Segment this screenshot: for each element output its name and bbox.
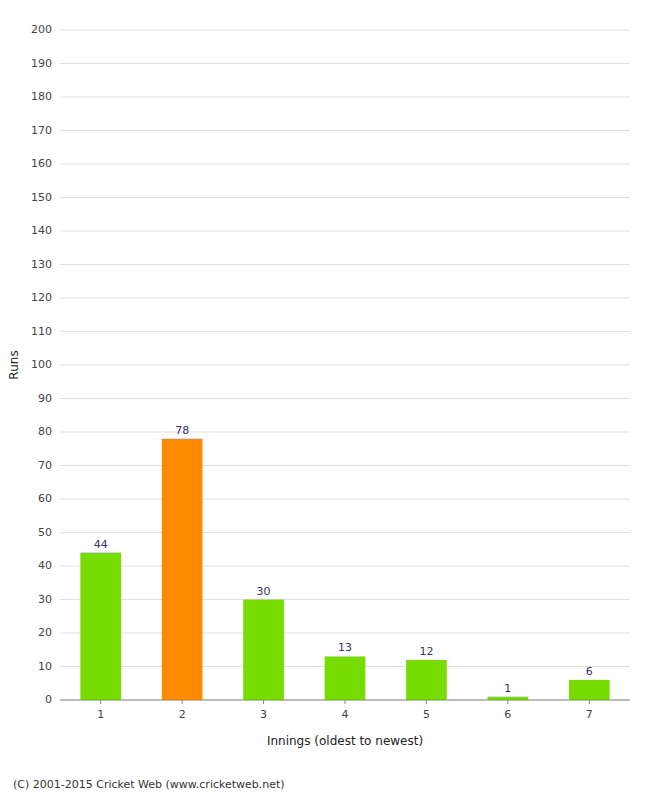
x-tick — [182, 700, 183, 704]
y-tick-label: 50 — [38, 526, 52, 539]
x-tick — [507, 700, 508, 704]
grid-line — [60, 432, 630, 433]
y-tick-label: 130 — [31, 258, 52, 271]
data-label: 44 — [94, 538, 108, 551]
x-tick — [100, 700, 101, 704]
x-tick-label: 7 — [586, 708, 593, 721]
bar — [406, 660, 447, 700]
data-label: 6 — [586, 665, 593, 678]
y-tick-label: 90 — [38, 392, 52, 405]
grid-line — [60, 599, 630, 600]
x-tick-label: 5 — [423, 708, 430, 721]
x-tick — [345, 700, 346, 704]
x-axis: 1 2 3 4 5 6 7 — [60, 700, 630, 721]
data-label: 1 — [504, 682, 511, 695]
x-tick-label: 2 — [179, 708, 186, 721]
grid-line — [60, 197, 630, 198]
grid-line — [60, 63, 630, 64]
data-label: 78 — [175, 424, 189, 437]
grid-line — [60, 465, 630, 466]
y-tick-label: 80 — [38, 425, 52, 438]
grid-line — [60, 97, 630, 98]
y-tick-label: 140 — [31, 224, 52, 237]
y-tick-label: 110 — [31, 325, 52, 338]
y-tick-label: 150 — [31, 191, 52, 204]
footer: (C) 2001-2015 Cricket Web (www.cricketwe… — [13, 778, 285, 791]
grid — [60, 30, 630, 700]
y-axis-label: Runs — [7, 350, 21, 379]
bar — [243, 600, 284, 701]
y-axis: 0 10 20 30 40 50 60 70 80 90 100 110 120 130 140 150 160… — [31, 23, 52, 706]
grid-line — [60, 633, 630, 634]
data-labels: 44 78 30 13 12 1 6 — [94, 424, 593, 695]
y-tick-label: 0 — [45, 693, 52, 706]
x-tick — [263, 700, 264, 704]
grid-line — [60, 264, 630, 265]
grid-line — [60, 30, 630, 31]
grid-line — [60, 164, 630, 165]
y-tick-label: 170 — [31, 124, 52, 137]
x-tick-label: 3 — [260, 708, 267, 721]
y-tick-label: 40 — [38, 559, 52, 572]
bar — [569, 680, 610, 700]
grid-line — [60, 298, 630, 299]
y-tick-label: 160 — [31, 157, 52, 170]
grid-line — [60, 499, 630, 500]
grid-line — [60, 231, 630, 232]
x-tick-label: 4 — [342, 708, 349, 721]
bar — [325, 656, 366, 700]
grid-line — [60, 365, 630, 366]
x-tick-label: 6 — [504, 708, 511, 721]
x-tick — [426, 700, 427, 704]
bar — [488, 697, 529, 700]
bars — [80, 439, 609, 700]
x-axis-label: Innings (oldest to newest) — [267, 734, 423, 748]
grid-line — [60, 566, 630, 567]
data-label: 13 — [338, 641, 352, 654]
y-tick-label: 10 — [38, 660, 52, 673]
x-tick-label: 1 — [97, 708, 104, 721]
y-tick-label: 30 — [38, 593, 52, 606]
chart: 0102030405060708090100110120130140150160… — [0, 0, 650, 800]
y-tick-label: 60 — [38, 492, 52, 505]
y-tick-label: 120 — [31, 291, 52, 304]
grid-line — [60, 130, 630, 131]
x-tick — [589, 700, 590, 704]
bar — [80, 553, 121, 700]
y-tick-label: 190 — [31, 57, 52, 70]
y-tick-label: 70 — [38, 459, 52, 472]
y-tick-label: 20 — [38, 626, 52, 639]
data-label: 30 — [257, 585, 271, 598]
y-tick-label: 180 — [31, 90, 52, 103]
grid-line — [60, 532, 630, 533]
data-label: 12 — [419, 645, 433, 658]
grid-line — [60, 331, 630, 332]
grid-line — [60, 398, 630, 399]
y-tick-label: 200 — [31, 23, 52, 36]
y-tick-label: 100 — [31, 358, 52, 371]
bar — [162, 439, 203, 700]
